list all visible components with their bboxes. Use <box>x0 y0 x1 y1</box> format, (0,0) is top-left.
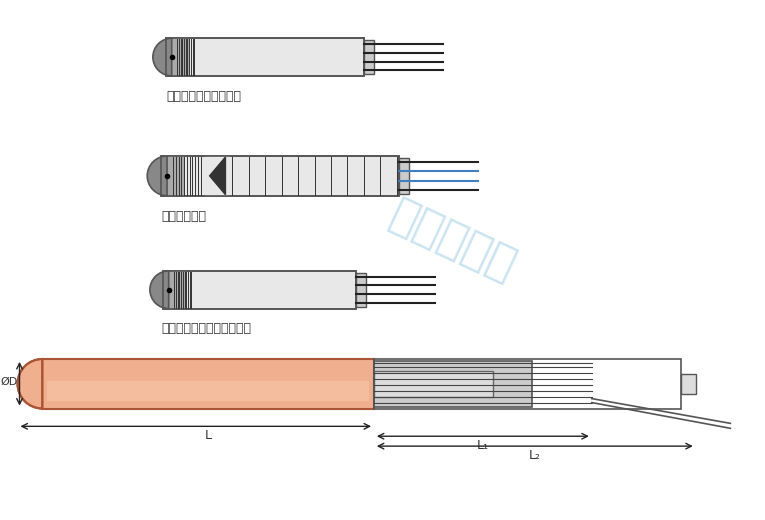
Bar <box>166 38 364 76</box>
Bar <box>161 156 399 196</box>
Bar <box>163 271 356 308</box>
Text: 绝缘的热电偶: 绝缘的热电偶 <box>161 211 206 224</box>
Bar <box>374 359 681 409</box>
Polygon shape <box>210 157 226 194</box>
Bar <box>681 374 695 394</box>
Wedge shape <box>18 359 42 409</box>
Wedge shape <box>153 38 171 76</box>
Text: L₂: L₂ <box>529 449 541 462</box>
Text: ØD: ØD <box>0 377 18 387</box>
Bar <box>47 381 369 400</box>
Bar <box>399 158 409 193</box>
Text: 苏泊特电热: 苏泊特电热 <box>383 192 522 288</box>
Text: 绝缘热电偶在加热棒的顶部: 绝缘热电偶在加热棒的顶部 <box>161 322 251 335</box>
Bar <box>166 38 364 76</box>
Text: L₁: L₁ <box>477 439 489 452</box>
Bar <box>161 156 185 196</box>
Bar <box>42 359 374 409</box>
Bar <box>205 156 230 196</box>
Wedge shape <box>147 156 167 196</box>
Text: L: L <box>204 430 212 443</box>
Bar <box>374 361 532 407</box>
Text: 热电偶在加热棒的顶部: 热电偶在加热棒的顶部 <box>166 90 241 103</box>
Bar <box>364 40 374 74</box>
Wedge shape <box>150 271 169 308</box>
Bar <box>163 271 186 308</box>
Bar <box>163 271 356 308</box>
Bar <box>166 38 189 76</box>
Bar <box>356 273 366 307</box>
Bar <box>374 371 493 397</box>
Bar <box>161 156 399 196</box>
